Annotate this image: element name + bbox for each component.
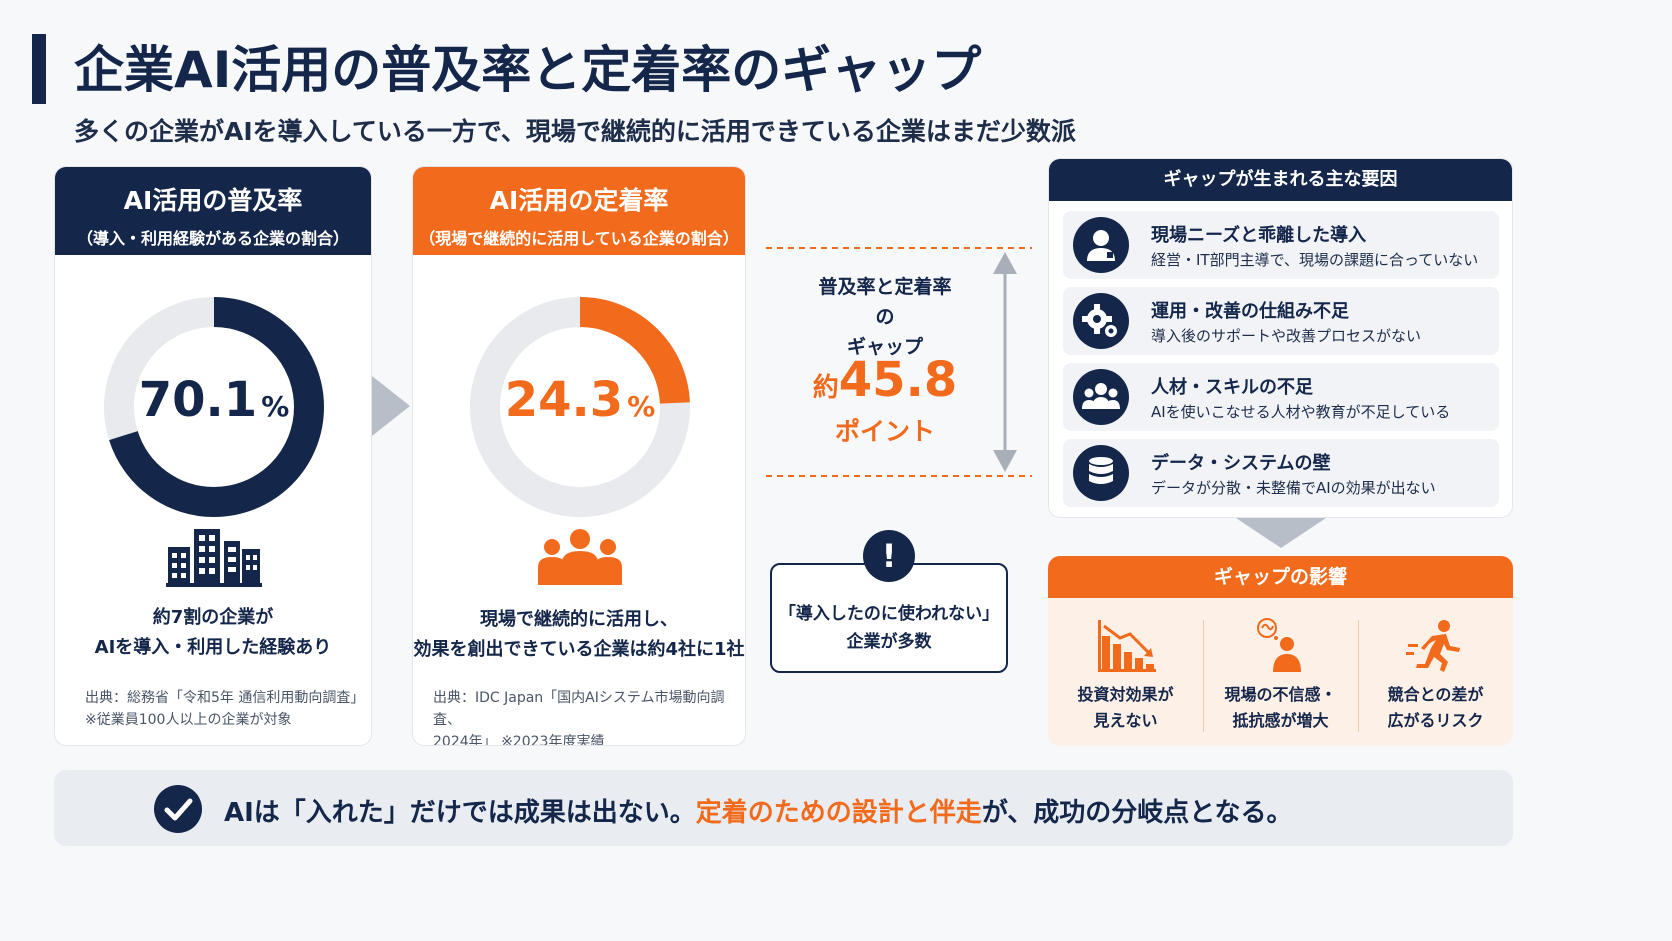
title-accent-bar xyxy=(32,34,46,104)
cause-title: 人材・スキルの不足 xyxy=(1151,377,1313,398)
adoption-source-line1: 出典：総務省「令和5年 通信利用動向調査」 xyxy=(85,690,365,706)
warning-line2: 企業が多数 xyxy=(846,632,932,652)
gap-unit: ポイント xyxy=(834,417,935,446)
impact-panel: ギャップの影響 投資対効果が 見えない xyxy=(1048,556,1513,746)
impact-line1: 現場の不信感・ xyxy=(1224,685,1337,704)
retention-source: 出典：IDC Japan「国内AIシステム市場動向調査、 2024年」 ※202… xyxy=(433,687,745,746)
impact-divider xyxy=(1358,620,1359,732)
impact-line2: 広がるリスク xyxy=(1387,711,1484,730)
adoption-value: 70.1 xyxy=(138,372,258,428)
running-person-icon xyxy=(1406,620,1460,672)
retention-header-title: AI活用の定着率 xyxy=(489,186,669,215)
impact-line1: 投資対効果が xyxy=(1077,685,1174,704)
warning-text: 「導入したのに使われない」 企業が多数 xyxy=(770,600,1008,656)
cause-desc: データが分散・未整備でAIの効果が出ない xyxy=(1151,479,1436,497)
cause-item: データ・システムの壁 データが分散・未整備でAIの効果が出ない xyxy=(1063,439,1499,507)
gap-label: 普及率と定着率の ギャップ xyxy=(810,272,960,362)
retention-header-sub: （現場で継続的に活用している企業の割合） xyxy=(419,229,739,248)
buildings-icon xyxy=(166,529,262,587)
adoption-header-sub: （導入・利用経験がある企業の割合） xyxy=(76,229,349,248)
cause-item: 運用・改善の仕組み不足 導入後のサポートや改善プロセスがない xyxy=(1063,287,1499,355)
cause-item: 現場ニーズと乖離した導入 経営・IT部門主導で、現場の課題に合っていない xyxy=(1063,211,1499,279)
adoption-desc: 約7割の企業が AIを導入・利用した経験あり xyxy=(55,603,371,663)
gear-icon xyxy=(1073,293,1129,349)
adoption-donut xyxy=(104,297,324,517)
impact-text: 現場の不信感・ 抵抗感が増大 xyxy=(1203,682,1358,734)
retention-value-label: 24.3% xyxy=(460,372,700,428)
retention-desc-line1: 現場で継続的に活用し、 xyxy=(480,609,678,630)
gap-value: 45.8 xyxy=(838,352,958,408)
causes-header: ギャップが生まれる主な要因 xyxy=(1049,159,1512,201)
arrow-down-icon xyxy=(1236,518,1326,548)
adoption-donut-arc xyxy=(104,297,324,517)
gap-label-line2: ギャップ xyxy=(846,336,923,358)
conclusion-highlight: 定着のための設計と伴走 xyxy=(695,798,982,828)
page-subtitle: 多くの企業がAIを導入している一方で、現場で継続的に活用できている企業はまだ少数… xyxy=(74,117,1076,146)
impact-line2: 抵抗感が増大 xyxy=(1232,711,1329,730)
adoption-card-header: AI活用の普及率 （導入・利用経験がある企業の割合） xyxy=(55,167,371,255)
cause-title: データ・システムの壁 xyxy=(1151,453,1331,474)
adoption-desc-line1: 約7割の企業が xyxy=(152,607,274,628)
causes-panel: ギャップが生まれる主な要因 現場ニーズと乖離した導入 経営・IT部門主導で、現場… xyxy=(1048,158,1513,518)
retention-source-line1: 出典：IDC Japan「国内AIシステム市場動向調査、 xyxy=(433,690,725,728)
retention-card-header: AI活用の定着率 （現場で継続的に活用している企業の割合） xyxy=(413,167,745,255)
retention-value: 24.3 xyxy=(504,372,624,428)
database-icon xyxy=(1073,445,1129,501)
cause-title: 運用・改善の仕組み不足 xyxy=(1151,301,1349,322)
arrow-right-icon xyxy=(372,376,410,436)
gap-label-line1: 普及率と定着率の xyxy=(818,276,952,328)
impact-line1: 競合との差が xyxy=(1387,685,1484,704)
exclamation-icon: ! xyxy=(863,530,915,582)
gap-bracket xyxy=(766,247,1032,477)
impact-text: 投資対効果が 見えない xyxy=(1048,682,1203,734)
cause-item: 人材・スキルの不足 AIを使いこなせる人材や教育が不足している xyxy=(1063,363,1499,431)
cause-desc: 経営・IT部門主導で、現場の課題に合っていない xyxy=(1151,251,1479,269)
impact-item: 投資対効果が 見えない xyxy=(1048,616,1203,736)
people-group-icon xyxy=(538,529,622,585)
retention-desc: 現場で継続的に活用し、 効果を創出できている企業は約4社に1社 xyxy=(413,605,745,665)
conclusion-part1: AIは「入れた」だけでは成果は出ない。 xyxy=(224,798,696,828)
impact-text: 競合との差が 広がるリスク xyxy=(1358,682,1513,734)
adoption-value-label: 70.1% xyxy=(94,372,334,428)
team-icon xyxy=(1073,369,1129,425)
adoption-desc-line2: AIを導入・利用した経験あり xyxy=(94,637,332,658)
retention-unit: % xyxy=(627,390,656,423)
conclusion-bar: AIは「入れた」だけでは成果は出ない。定着のための設計と伴走が、成功の分岐点とな… xyxy=(54,770,1513,846)
adoption-source: 出典：総務省「令和5年 通信利用動向調査」 ※従業員100人以上の企業が対象 xyxy=(85,687,364,731)
retention-card: AI活用の定着率 （現場で継続的に活用している企業の割合） 24.3% 現場で継… xyxy=(412,166,746,746)
cause-title: 現場ニーズと乖離した導入 xyxy=(1151,225,1367,246)
confused-person-icon xyxy=(1257,618,1301,672)
adoption-header-title: AI活用の普及率 xyxy=(123,186,303,215)
impact-item: 競合との差が 広がるリスク xyxy=(1358,616,1513,736)
conclusion-text: AIは「入れた」だけでは成果は出ない。定着のための設計と伴走が、成功の分岐点とな… xyxy=(224,792,1293,829)
retention-source-line2: 2024年」 ※2023年度実績 xyxy=(433,734,605,746)
person-icon xyxy=(1073,217,1129,273)
retention-donut xyxy=(470,297,690,517)
conclusion-part2: が、成功の分岐点となる。 xyxy=(981,798,1293,828)
impact-header: ギャップの影響 xyxy=(1048,556,1513,598)
impact-item: 現場の不信感・ 抵抗感が増大 xyxy=(1203,616,1358,736)
page-title: 企業AI活用の普及率と定着率のギャップ xyxy=(74,41,982,99)
impact-line2: 見えない xyxy=(1093,711,1158,730)
adoption-unit: % xyxy=(261,390,290,423)
declining-chart-icon xyxy=(1098,620,1156,672)
retention-donut-arc xyxy=(470,297,690,517)
gap-value-label: 約45.8 xyxy=(800,352,970,408)
retention-desc-line2: 効果を創出できている企業は約4社に1社 xyxy=(413,639,745,660)
gap-prefix: 約 xyxy=(812,373,839,403)
adoption-card: AI活用の普及率 （導入・利用経験がある企業の割合） 70.1% xyxy=(54,166,372,746)
check-icon xyxy=(154,785,202,833)
impact-divider xyxy=(1203,620,1204,732)
adoption-source-line2: ※従業員100人以上の企業が対象 xyxy=(85,712,292,728)
warning-line1: 「導入したのに使われない」 xyxy=(778,604,1000,624)
cause-desc: 導入後のサポートや改善プロセスがない xyxy=(1151,327,1422,345)
cause-desc: AIを使いこなせる人材や教育が不足している xyxy=(1151,403,1451,421)
